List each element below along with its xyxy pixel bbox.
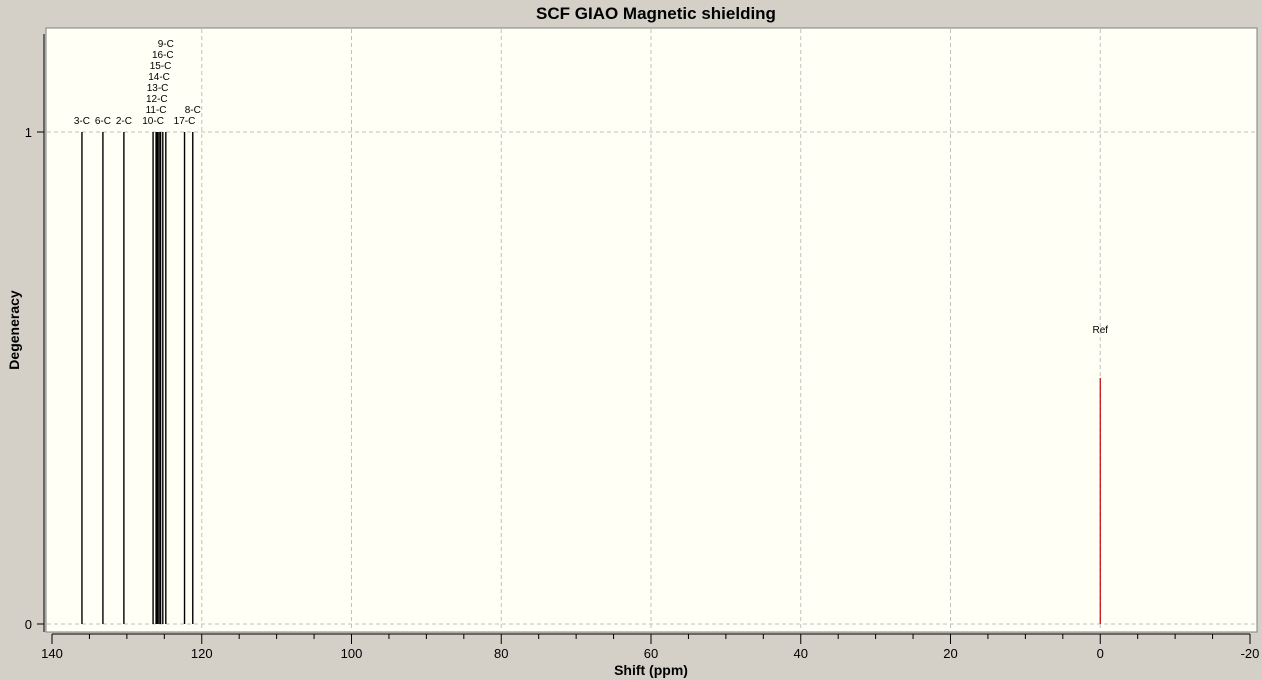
y-tick-label: 0 xyxy=(25,617,32,632)
peak-label: 9-C xyxy=(158,39,174,50)
peak-label: 12-C xyxy=(146,94,168,105)
peak-label: 2-C xyxy=(116,116,132,127)
x-tick-label: 20 xyxy=(943,646,957,661)
peak-label: 14-C xyxy=(148,72,170,83)
peak-label: 16-C xyxy=(152,50,174,61)
y-axis-label: Degeneracy xyxy=(6,290,22,370)
x-tick-label: 40 xyxy=(794,646,808,661)
x-tick-label: 60 xyxy=(644,646,658,661)
peak-label: 17-C xyxy=(174,116,196,127)
peak-label: 15-C xyxy=(150,61,172,72)
peak-label: 10-C xyxy=(142,116,164,127)
peak-label: 11-C xyxy=(146,105,167,116)
x-tick-label: -20 xyxy=(1241,646,1260,661)
y-tick-label: 1 xyxy=(25,125,32,140)
reference-label: Ref xyxy=(1092,325,1108,336)
peak-label: 6-C xyxy=(95,116,111,127)
x-axis-label: Shift (ppm) xyxy=(614,662,688,678)
chart-title: SCF GIAO Magnetic shielding xyxy=(536,4,776,23)
x-tick-label: 120 xyxy=(191,646,213,661)
peak-label: 8-C xyxy=(185,105,201,116)
x-tick-label: 140 xyxy=(41,646,63,661)
peak-label: 13-C xyxy=(147,83,169,94)
x-tick-label: 100 xyxy=(341,646,363,661)
x-tick-label: 80 xyxy=(494,646,508,661)
peak-label: 3-C xyxy=(74,116,90,127)
x-tick-label: 0 xyxy=(1097,646,1104,661)
